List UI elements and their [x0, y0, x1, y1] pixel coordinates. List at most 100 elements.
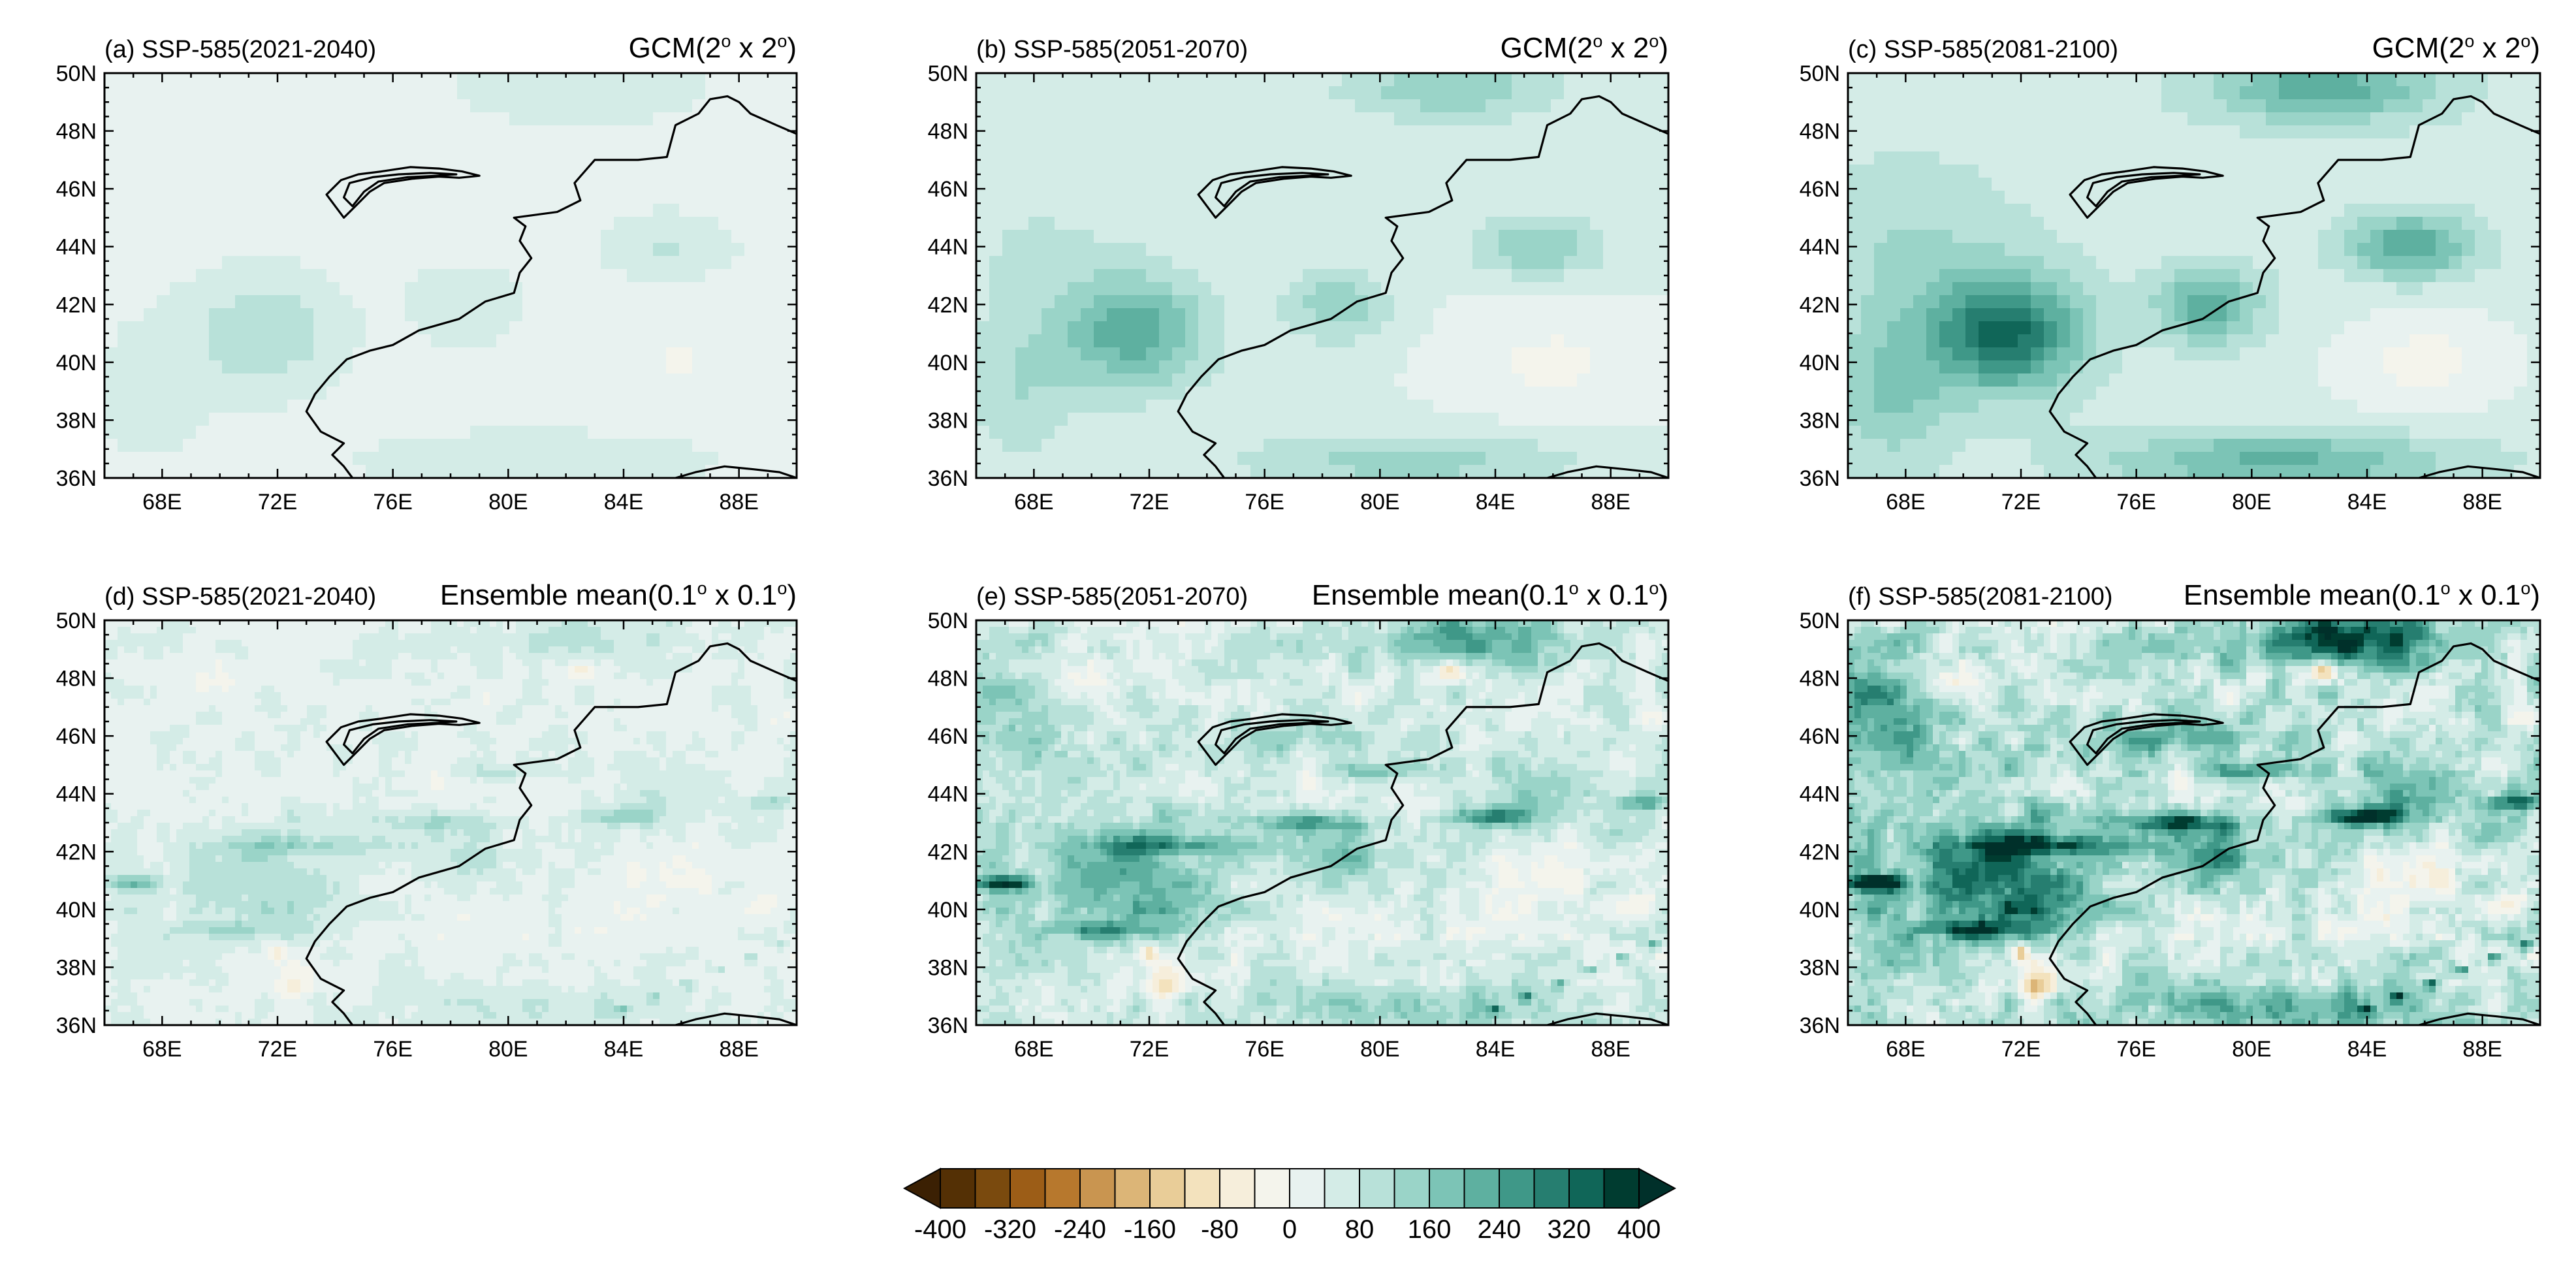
- field-cell: [1538, 73, 1551, 87]
- field-cell: [1499, 178, 1512, 191]
- field-cell: [1185, 413, 1199, 426]
- field-cell: [157, 465, 170, 478]
- field-cell: [1198, 256, 1212, 270]
- field-cell: [1224, 308, 1238, 322]
- field-cell: [1420, 282, 1434, 296]
- field-cell: [1172, 204, 1186, 217]
- field-cell: [1861, 295, 1875, 309]
- field-cell: [405, 112, 419, 126]
- field-cell: [222, 282, 236, 296]
- x-tick-label: 68E: [1014, 490, 1054, 515]
- field-cell: [575, 112, 588, 126]
- field-cell: [1861, 73, 1875, 87]
- field-cell: [2449, 138, 2462, 152]
- field-cell: [392, 439, 405, 452]
- field-cell: [718, 165, 732, 178]
- field-cell: [2005, 413, 2018, 426]
- field-cell: [1224, 426, 1238, 439]
- field-cell: [2253, 295, 2266, 309]
- field-cell: [731, 112, 745, 126]
- field-cell: [1055, 282, 1068, 296]
- field-cell: [653, 86, 667, 100]
- field-cell: [1133, 178, 1147, 191]
- field-cell: [2174, 373, 2188, 387]
- field-cell: [1146, 413, 1160, 426]
- field-cell: [757, 308, 771, 322]
- field-cell: [1146, 151, 1160, 165]
- field-cell: [2423, 99, 2436, 113]
- field-cell: [1368, 73, 1382, 87]
- field-cell: [1342, 269, 1356, 283]
- field-cell: [679, 347, 693, 361]
- field-cell: [2475, 204, 2489, 217]
- field-cell: [1028, 321, 1042, 335]
- field-cell: [287, 400, 301, 413]
- field-cell: [431, 86, 445, 100]
- field-cell: [366, 256, 379, 270]
- field-cell: [1603, 308, 1617, 322]
- field-cell: [1629, 138, 1643, 152]
- field-cell: [2227, 321, 2240, 335]
- field-cell: [170, 243, 183, 257]
- field-cell: [1028, 465, 1042, 478]
- field-cell: [2318, 178, 2332, 191]
- field-cell: [1499, 256, 1512, 270]
- field-cell: [1264, 282, 1277, 296]
- field-cell: [1015, 86, 1029, 100]
- field-cell: [2527, 165, 2540, 178]
- field-cell: [1068, 269, 1081, 283]
- field-cell: [1002, 308, 1016, 322]
- field-cell: [1420, 73, 1434, 87]
- field-cell: [653, 321, 667, 335]
- field-cell: [2370, 400, 2384, 413]
- field-cell: [2057, 387, 2071, 400]
- field-cell: [2005, 334, 2018, 348]
- field-cell: [353, 204, 366, 217]
- field-cell: [144, 400, 157, 413]
- field-cell: [2292, 308, 2306, 322]
- field-cell: [313, 73, 327, 87]
- field-cell: [2109, 86, 2123, 100]
- field-cell: [562, 387, 575, 400]
- field-cell: [718, 373, 732, 387]
- field-cell: [1900, 204, 1914, 217]
- field-cell: [666, 243, 680, 257]
- field-cell: [1900, 347, 1914, 361]
- field-cell: [1926, 99, 1940, 113]
- field-cell: [2266, 165, 2280, 178]
- field-cell: [1185, 151, 1199, 165]
- field-cell: [2501, 165, 2515, 178]
- field-cell: [1381, 452, 1395, 466]
- panel-a-field: [104, 73, 797, 478]
- field-cell: [2083, 256, 2097, 270]
- field-cell: [1146, 112, 1160, 126]
- field-cell: [535, 334, 549, 348]
- field-cell: [313, 151, 327, 165]
- field-cell: [2344, 334, 2358, 348]
- field-cell: [1120, 112, 1134, 126]
- field-cell: [2240, 138, 2253, 152]
- field-cell: [1913, 387, 1927, 400]
- field-cell: [2344, 269, 2358, 283]
- field-cell: [1185, 165, 1199, 178]
- field-cell: [2005, 373, 2018, 387]
- field-cell: [640, 269, 654, 283]
- field-cell: [2527, 73, 2540, 87]
- field-cell: [1564, 217, 1578, 230]
- field-cell: [2436, 295, 2449, 309]
- field-cell: [2449, 387, 2462, 400]
- field-cell: [1368, 256, 1382, 270]
- field-cell: [157, 165, 170, 178]
- field-cell: [1342, 191, 1356, 204]
- field-cell: [470, 151, 484, 165]
- field-cell: [1472, 426, 1486, 439]
- field-cell: [1002, 295, 1016, 309]
- field-cell: [431, 204, 445, 217]
- field-cell: [483, 282, 497, 296]
- field-cell: [1486, 426, 1499, 439]
- field-cell: [2240, 282, 2253, 296]
- field-cell: [326, 387, 340, 400]
- field-cell: [274, 99, 288, 113]
- field-cell: [1015, 282, 1029, 296]
- field-cell: [2318, 217, 2332, 230]
